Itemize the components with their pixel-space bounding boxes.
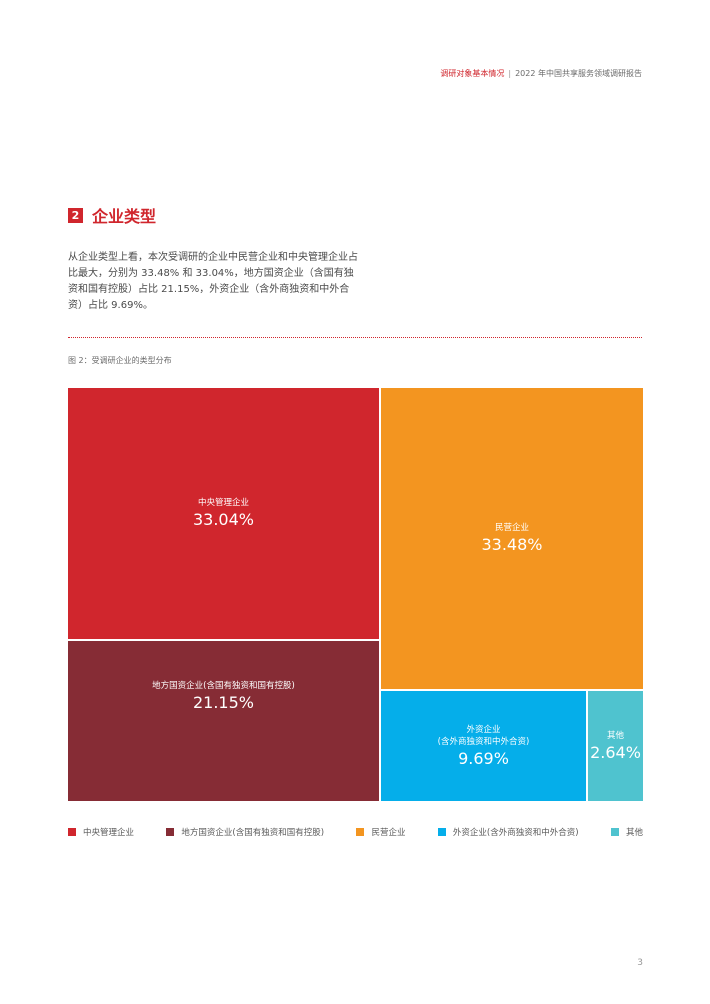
header-section: 调研对象基本情况: [440, 69, 505, 78]
treemap-tile-foreign: 外资企业 (含外商独资和中外合资) 9.69%: [381, 691, 586, 801]
treemap-tile-other: 其他 2.64%: [588, 691, 643, 801]
legend-item-private: 民营企业: [356, 826, 405, 838]
tile-value-label: 33.04%: [192, 510, 254, 529]
chart-legend: 中央管理企业 地方国资企业(含国有独资和国有控股) 民营企业 外资企业(含外商独资和中…: [68, 826, 643, 838]
legend-label: 民营企业: [371, 828, 406, 838]
treemap-tile-local-soe: 地方国资企业(含国有独资和国有控股) 21.15%: [68, 641, 379, 801]
tile-value-label: 2.64%: [590, 742, 641, 762]
tile-sublabel: (含外商独资和中外合资): [437, 736, 530, 747]
legend-label: 其他: [625, 828, 643, 838]
tile-value-label: 9.69%: [458, 748, 509, 768]
tile-label: 地方国资企业(含国有独资和国有控股): [152, 680, 295, 691]
tile-value-label: 21.15%: [192, 692, 254, 712]
running-header: 调研对象基本情况 | 2022 年中国共享服务领域调研报告: [440, 68, 642, 79]
legend-item-other: 其他: [610, 826, 643, 838]
legend-label: 中央管理企业: [83, 828, 135, 838]
legend-swatch: [356, 828, 365, 836]
legend-item-central-soe: 中央管理企业: [68, 826, 134, 838]
legend-swatch: [166, 828, 175, 836]
legend-label: 外资企业(含外商独资和中外合资): [452, 828, 579, 838]
legend-swatch: [437, 828, 446, 836]
legend-label: 地方国资企业(含国有独资和国有控股): [181, 828, 325, 838]
legend-swatch: [68, 828, 76, 836]
tile-label: 民营企业: [494, 523, 529, 533]
page-number: 3: [637, 958, 643, 968]
treemap-tile-private: 民营企业 33.48%: [381, 388, 643, 689]
tile-label: 其他: [606, 730, 624, 741]
legend-item-local-soe: 地方国资企业(含国有独资和国有控股): [166, 826, 324, 838]
section-title: 企业类型: [92, 207, 157, 226]
section-heading: 2 企业类型: [68, 203, 156, 227]
legend-swatch: [610, 828, 619, 836]
intro-paragraph: 从企业类型上看，本次受调研的企业中民营企业和中央管理企业占比最大，分别为 33.…: [68, 252, 358, 311]
section-number: 2: [68, 207, 83, 223]
dotted-divider: [68, 337, 642, 338]
header-separator: |: [508, 69, 512, 78]
legend-item-foreign: 外资企业(含外商独资和中外合资): [437, 826, 579, 838]
tile-value-label: 33.48%: [481, 535, 543, 554]
header-report-title: 2022 年中国共享服务领域调研报告: [515, 69, 642, 78]
treemap-chart: 中央管理企业 33.04% 地方国资企业(含国有独资和国有控股) 21.15% 民营企业…: [68, 388, 643, 801]
tile-label: 外资企业: [466, 724, 501, 735]
tile-label: 中央管理企业: [197, 498, 249, 508]
figure-caption: 图 2：受调研企业的类型分布: [68, 356, 172, 365]
treemap-tile-central-soe: 中央管理企业 33.04%: [68, 388, 379, 639]
